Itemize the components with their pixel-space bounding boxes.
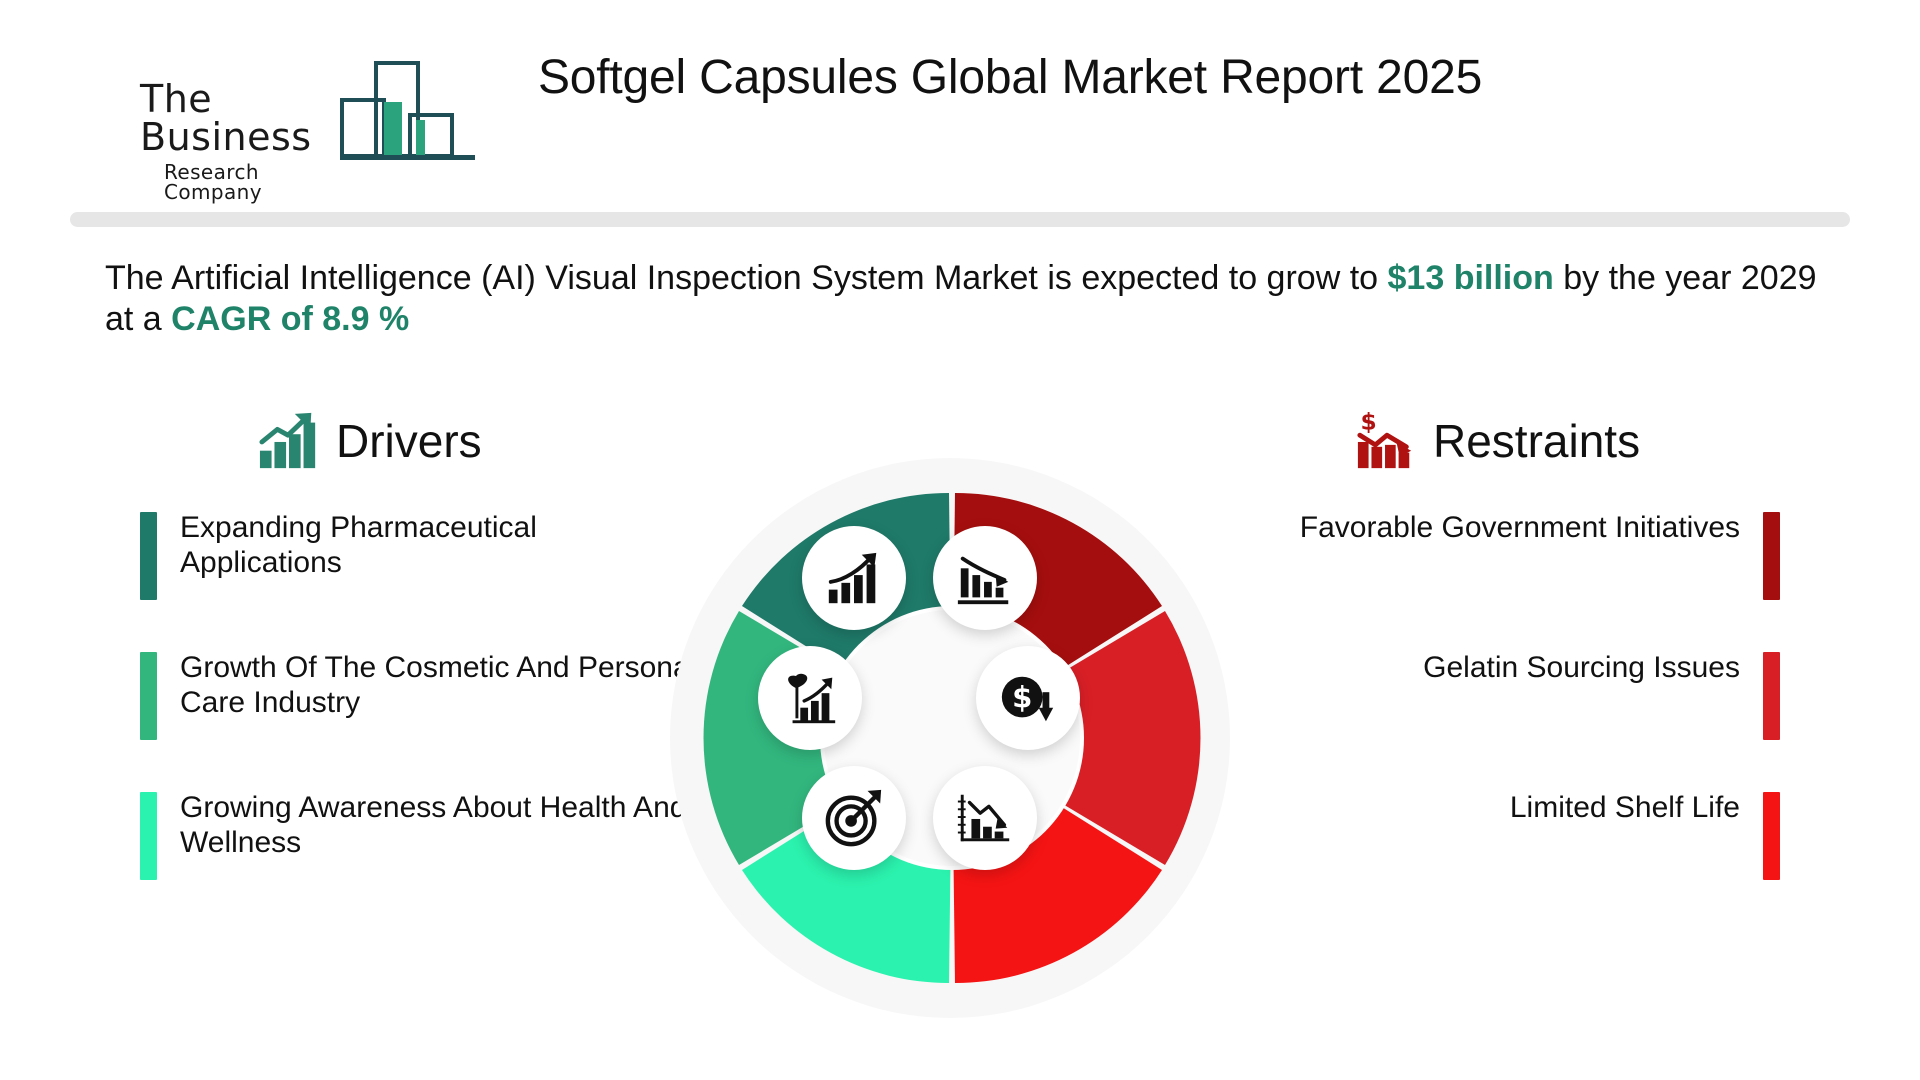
- growth-chart-up-icon: [259, 412, 316, 469]
- falling-bar-chart-arrow-icon: [957, 556, 1009, 605]
- restraint-item-3: Limited Shelf Life: [1220, 790, 1780, 930]
- driver-item-3: Growing Awareness About Health And Welln…: [140, 790, 700, 930]
- company-logo: The Business Research Company: [140, 58, 475, 202]
- restraints-title: Restraints: [1433, 415, 1641, 467]
- market-summary: The Artificial Intelligence (AI) Visual …: [105, 258, 1825, 340]
- cagr-value: CAGR of 8.9 %: [171, 299, 410, 338]
- logo-wordmark: The Business Research Company: [140, 80, 355, 202]
- logo-line-2: Research Company: [164, 160, 262, 204]
- restraint-item-1: Favorable Government Initiatives: [1220, 510, 1780, 650]
- logo-line-1: The Business: [140, 77, 312, 159]
- badge-top-right[interactable]: [933, 526, 1037, 630]
- restraint-accent-bar-1: [1763, 512, 1780, 600]
- center-wheel: $: [650, 448, 1250, 1028]
- svg-text:$: $: [1360, 410, 1376, 435]
- drivers-list: Expanding Pharmaceutical Applications Gr…: [140, 510, 700, 930]
- driver-label-3: Growing Awareness About Health And Welln…: [180, 791, 687, 860]
- restraint-item-2: Gelatin Sourcing Issues: [1220, 650, 1780, 790]
- badge-middle-left[interactable]: [758, 646, 862, 750]
- driver-label-1: Expanding Pharmaceutical Applications: [180, 511, 537, 580]
- bar-chart-logo-icon: [340, 61, 475, 160]
- driver-accent-bar-3: [140, 792, 157, 880]
- badge-bottom-right[interactable]: [933, 766, 1037, 870]
- driver-label-2: Growth Of The Cosmetic And Personal Care…: [180, 651, 697, 720]
- badge-middle-right[interactable]: $: [976, 646, 1080, 750]
- rising-bar-chart-arrow-icon: [828, 552, 877, 604]
- declining-chart-dollar-icon: $: [1357, 410, 1412, 469]
- target-dart-icon: [825, 789, 882, 847]
- drivers-heading: Drivers: [258, 410, 482, 472]
- driver-accent-bar-1: [140, 512, 157, 600]
- driver-item-1: Expanding Pharmaceutical Applications: [140, 510, 700, 650]
- driver-item-2: Growth Of The Cosmetic And Personal Care…: [140, 650, 700, 790]
- restraint-label-1: Favorable Government Initiatives: [1299, 511, 1740, 544]
- market-value: $13 billion: [1387, 259, 1554, 297]
- declining-line-chart-icon: [957, 794, 1010, 842]
- badge-top-left[interactable]: [802, 526, 906, 630]
- restraints-list: Favorable Government Initiatives Gelatin…: [1220, 510, 1780, 930]
- dollar-down-arrow-icon: $: [1001, 676, 1054, 722]
- driver-accent-bar-2: [140, 652, 157, 740]
- drivers-title: Drivers: [336, 415, 482, 467]
- restraint-label-3: Limited Shelf Life: [1509, 791, 1740, 824]
- plant-growth-chart-icon: [788, 673, 836, 724]
- restraints-heading: $ Restraints: [1355, 410, 1640, 472]
- restraint-accent-bar-2: [1763, 652, 1780, 740]
- summary-text-part-2: by the year 2029 at a: [105, 259, 1817, 338]
- page-title: Softgel Capsules Global Market Report 20…: [537, 51, 1483, 104]
- badge-bottom-left[interactable]: [802, 766, 906, 870]
- restraint-accent-bar-3: [1763, 792, 1780, 880]
- header: The Business Research Company Softgel Ca…: [0, 0, 1920, 202]
- svg-text:$: $: [1012, 681, 1032, 715]
- summary-text-part-1: The Artificial Intelligence (AI) Visual …: [105, 259, 1388, 297]
- restraint-label-2: Gelatin Sourcing Issues: [1423, 651, 1740, 684]
- header-divider: [70, 212, 1850, 227]
